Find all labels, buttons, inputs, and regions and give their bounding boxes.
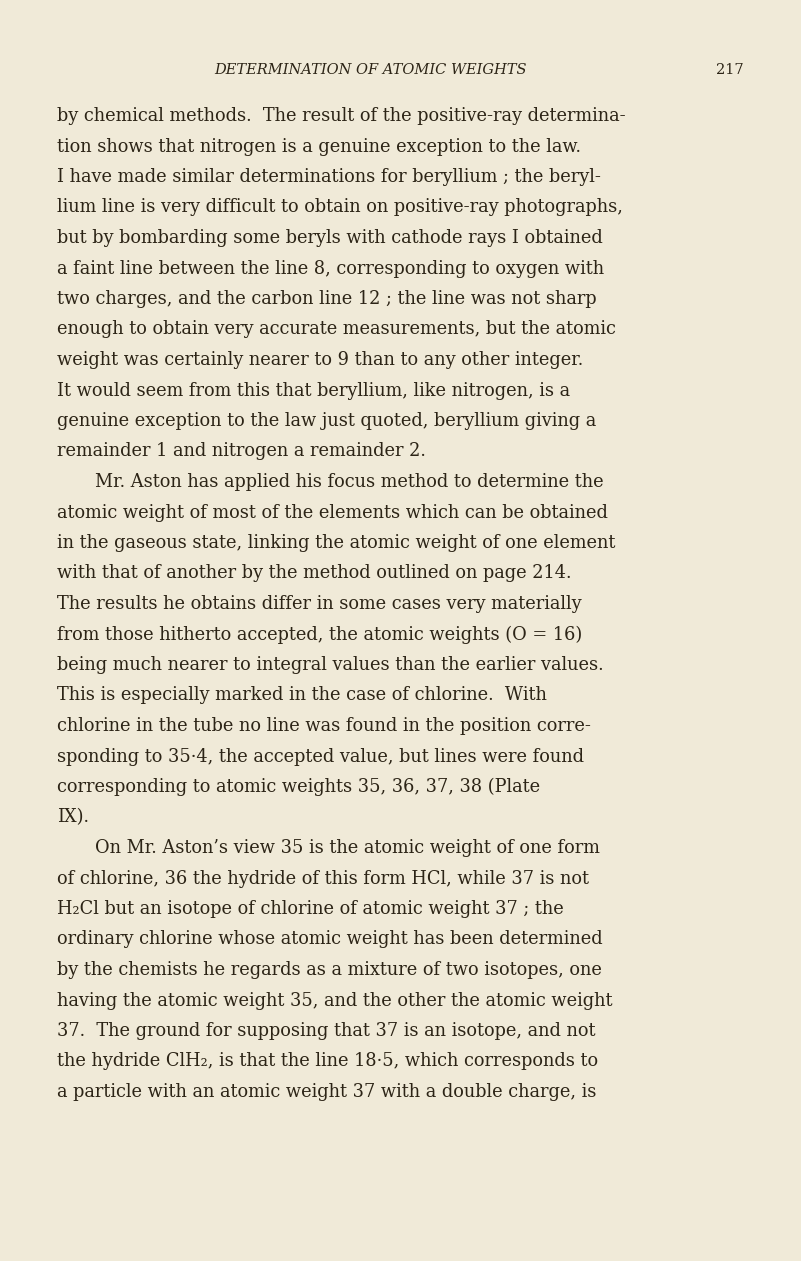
- Text: This is especially marked in the case of chlorine.  With: This is especially marked in the case of…: [57, 686, 547, 705]
- Text: 37.  The ground for supposing that 37 is an isotope, and not: 37. The ground for supposing that 37 is …: [57, 1021, 595, 1040]
- Text: from those hitherto accepted, the atomic weights (O = 16): from those hitherto accepted, the atomic…: [57, 625, 582, 644]
- Text: lium line is very difficult to obtain on positive-ray photographs,: lium line is very difficult to obtain on…: [57, 198, 623, 217]
- Text: atomic weight of most of the elements which can be obtained: atomic weight of most of the elements wh…: [57, 503, 608, 522]
- Text: The results he obtains differ in some cases very materially: The results he obtains differ in some ca…: [57, 595, 582, 613]
- Text: On Mr. Aston’s view 35 is the atomic weight of one form: On Mr. Aston’s view 35 is the atomic wei…: [95, 839, 600, 857]
- Text: corresponding to atomic weights 35, 36, 37, 38 (Plate: corresponding to atomic weights 35, 36, …: [57, 778, 540, 796]
- Text: 217: 217: [716, 63, 744, 77]
- Text: the hydride ClH₂, is that the line 18·5, which corresponds to: the hydride ClH₂, is that the line 18·5,…: [57, 1053, 598, 1071]
- Text: two charges, and the carbon line 12 ; the line was not sharp: two charges, and the carbon line 12 ; th…: [57, 290, 597, 308]
- Text: ordinary chlorine whose atomic weight has been determined: ordinary chlorine whose atomic weight ha…: [57, 931, 602, 948]
- Text: I have made similar determinations for beryllium ; the beryl-: I have made similar determinations for b…: [57, 168, 601, 187]
- Text: H₂Cl but an isotope of chlorine of atomic weight 37 ; the: H₂Cl but an isotope of chlorine of atomi…: [57, 900, 564, 918]
- Text: tion shows that nitrogen is a genuine exception to the law.: tion shows that nitrogen is a genuine ex…: [57, 137, 581, 155]
- Text: sponding to 35·4, the accepted value, but lines were found: sponding to 35·4, the accepted value, bu…: [57, 748, 584, 765]
- Text: chlorine in the tube no line was found in the position corre-: chlorine in the tube no line was found i…: [57, 718, 591, 735]
- Text: by the chemists he regards as a mixture of two isotopes, one: by the chemists he regards as a mixture …: [57, 961, 602, 979]
- Text: weight was certainly nearer to 9 than to any other integer.: weight was certainly nearer to 9 than to…: [57, 351, 583, 369]
- Text: being much nearer to integral values than the earlier values.: being much nearer to integral values tha…: [57, 656, 604, 673]
- Text: IX).: IX).: [57, 808, 89, 826]
- Text: with that of another by the method outlined on page 214.: with that of another by the method outli…: [57, 565, 571, 583]
- Text: Mr. Aston has applied his focus method to determine the: Mr. Aston has applied his focus method t…: [95, 473, 604, 491]
- Text: in the gaseous state, linking the atomic weight of one element: in the gaseous state, linking the atomic…: [57, 533, 615, 552]
- Text: enough to obtain very accurate measurements, but the atomic: enough to obtain very accurate measureme…: [57, 320, 616, 338]
- Text: DETERMINATION OF ATOMIC WEIGHTS: DETERMINATION OF ATOMIC WEIGHTS: [214, 63, 527, 77]
- Text: a faint line between the line 8, corresponding to oxygen with: a faint line between the line 8, corresp…: [57, 260, 604, 277]
- Text: of chlorine, 36 the hydride of this form HCl, while 37 is not: of chlorine, 36 the hydride of this form…: [57, 870, 589, 888]
- Text: genuine exception to the law just quoted, beryllium giving a: genuine exception to the law just quoted…: [57, 412, 596, 430]
- Text: but by bombarding some beryls with cathode rays I obtained: but by bombarding some beryls with catho…: [57, 230, 602, 247]
- Text: having the atomic weight 35, and the other the atomic weight: having the atomic weight 35, and the oth…: [57, 991, 613, 1010]
- Text: a particle with an atomic weight 37 with a double charge, is: a particle with an atomic weight 37 with…: [57, 1083, 597, 1101]
- Text: by chemical methods.  The result of the positive-ray determina-: by chemical methods. The result of the p…: [57, 107, 626, 125]
- Text: It would seem from this that beryllium, like nitrogen, is a: It would seem from this that beryllium, …: [57, 382, 570, 400]
- Text: remainder 1 and nitrogen a remainder 2.: remainder 1 and nitrogen a remainder 2.: [57, 443, 426, 460]
